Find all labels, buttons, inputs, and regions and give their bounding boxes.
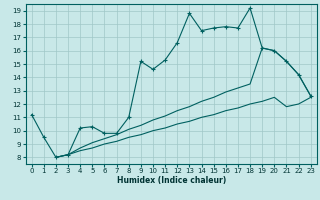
X-axis label: Humidex (Indice chaleur): Humidex (Indice chaleur) bbox=[116, 176, 226, 185]
